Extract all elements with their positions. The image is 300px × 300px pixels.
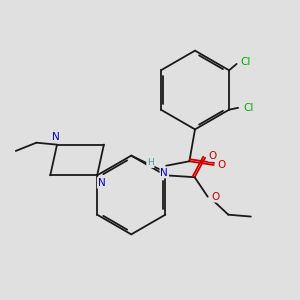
Text: N: N: [52, 132, 60, 142]
Text: O: O: [218, 160, 226, 170]
Text: H: H: [147, 158, 154, 167]
Text: N: N: [98, 178, 106, 188]
Text: Cl: Cl: [241, 57, 251, 67]
Text: O: O: [211, 192, 219, 202]
Text: Cl: Cl: [243, 103, 254, 113]
Text: N: N: [160, 167, 168, 178]
Text: O: O: [208, 151, 217, 161]
